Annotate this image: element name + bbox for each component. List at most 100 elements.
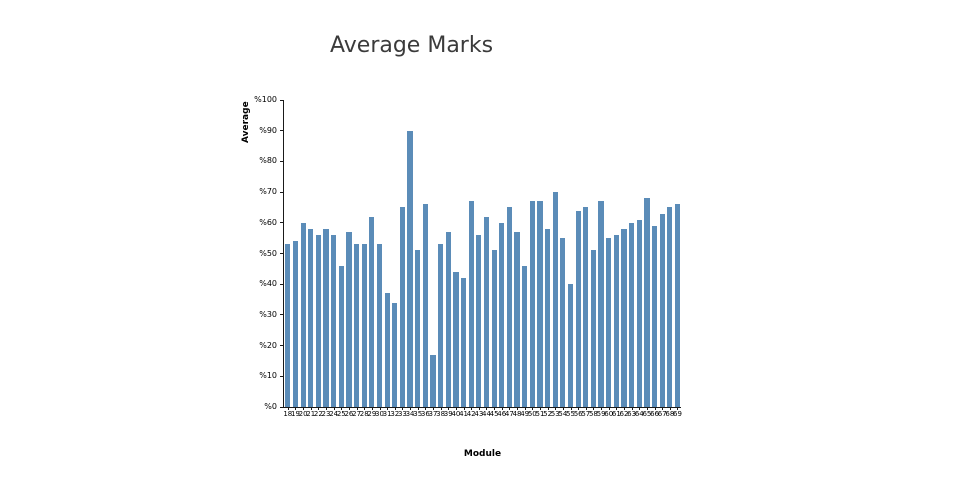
bar-slot: 32 (390, 100, 399, 418)
bar-slot: 20 (299, 100, 308, 418)
bars-container: 18 19 20 21 22 23 24 25 26 27 28 29 30 31 32 33 34 35 36 37… (283, 100, 682, 418)
y-tick-label: %0 (264, 402, 277, 411)
x-tick-label: 40 (451, 410, 461, 418)
x-tick-mark (425, 407, 427, 410)
bar (346, 232, 352, 407)
bar (300, 222, 306, 407)
bar-slot: 46 (497, 100, 506, 418)
x-tick-mark (326, 407, 328, 410)
bar (468, 201, 474, 407)
bar-slot: 58 (589, 100, 598, 418)
bar (567, 284, 574, 407)
bar (430, 354, 436, 407)
y-tick: %90 (259, 126, 284, 135)
bar (545, 228, 551, 407)
chart-title: Average Marks (330, 33, 494, 58)
x-tick-mark (578, 407, 580, 410)
x-tick-label: 20 (298, 410, 308, 418)
y-tick-mark (280, 222, 284, 224)
x-tick-label: 44 (482, 410, 491, 418)
x-tick-mark (310, 407, 312, 410)
bar-slot: 22 (314, 100, 323, 418)
x-tick-label: 57 (581, 410, 591, 418)
bar (499, 222, 505, 407)
bar-slot: 37 (429, 100, 437, 418)
bar (369, 216, 375, 407)
x-tick-label: 58 (588, 410, 598, 418)
x-tick-label: 45 (489, 410, 499, 418)
y-tick: %60 (259, 217, 284, 227)
bar-slot: 28 (360, 100, 369, 418)
x-tick-label: 22 (313, 410, 323, 418)
bar (529, 201, 535, 407)
bar-slot: 50 (528, 100, 537, 418)
x-tick-label: 21 (306, 410, 316, 418)
bar (621, 228, 627, 407)
x-tick-mark (570, 407, 572, 410)
y-tick-mark (280, 283, 284, 285)
x-axis-title: Module (463, 449, 502, 459)
x-tick-mark (287, 407, 289, 410)
x-tick-label: 29 (367, 410, 377, 418)
x-tick-label: 63 (627, 410, 637, 418)
x-tick-label: 65 (642, 410, 652, 418)
x-tick-mark (555, 407, 557, 410)
y-tick-mark (280, 406, 284, 408)
bar-slot: 52 (543, 100, 552, 418)
x-tick-label: 53 (550, 410, 560, 418)
bar-slot: 60 (604, 100, 613, 418)
bar-slot: 63 (627, 100, 636, 418)
x-tick-mark (448, 407, 450, 410)
y-tick-mark (280, 99, 284, 101)
bar (399, 207, 406, 407)
bar (338, 265, 344, 407)
x-tick-label: 47 (504, 410, 514, 418)
bar-slot: 53 (551, 100, 560, 418)
x-tick-mark (608, 407, 610, 410)
y-tick: %0 (264, 403, 284, 411)
x-tick-label: 67 (657, 410, 667, 418)
bar-slot: 41 (459, 100, 468, 418)
x-tick-mark (463, 407, 465, 410)
x-tick-mark (601, 407, 603, 410)
x-tick-label: 35 (413, 410, 423, 418)
bar-slot: 49 (520, 100, 529, 418)
bar-slot: 40 (451, 100, 460, 418)
bar-slot: 24 (329, 100, 338, 418)
x-tick-label: 59 (596, 410, 606, 418)
bar (476, 235, 482, 407)
x-tick-label: 30 (375, 410, 384, 418)
x-tick-mark (532, 407, 534, 410)
y-tick-label: %60 (259, 217, 277, 227)
bar-slot: 61 (612, 100, 621, 418)
y-tick-mark (280, 160, 284, 162)
x-tick-mark (303, 407, 305, 410)
x-tick-mark (517, 407, 519, 410)
x-tick-mark (624, 407, 625, 410)
x-tick-mark (478, 407, 480, 410)
x-tick-mark (333, 407, 335, 410)
bar (392, 302, 398, 407)
bar (407, 130, 413, 407)
bar (384, 293, 390, 407)
bar-slot: 57 (581, 100, 590, 418)
x-tick-label: 19 (290, 410, 300, 418)
x-tick-mark (646, 407, 648, 410)
bar-slot: 35 (413, 100, 422, 418)
x-tick-label: 18 (283, 410, 293, 418)
bar (583, 207, 589, 407)
y-tick: %30 (259, 310, 284, 319)
bar-slot: 30 (375, 100, 384, 418)
bar (376, 244, 383, 407)
y-tick-label: %50 (259, 248, 277, 258)
bar-slot: 69 (673, 100, 682, 418)
bar (598, 201, 604, 407)
x-tick-label: 66 (650, 410, 660, 418)
x-tick-label: 46 (497, 410, 507, 418)
x-tick-label: 38 (436, 410, 446, 418)
x-tick-mark (677, 407, 679, 410)
x-tick-label: 27 (352, 410, 362, 418)
y-tick: %100 (254, 96, 284, 104)
bar (522, 265, 528, 407)
y-tick: %10 (259, 372, 284, 380)
